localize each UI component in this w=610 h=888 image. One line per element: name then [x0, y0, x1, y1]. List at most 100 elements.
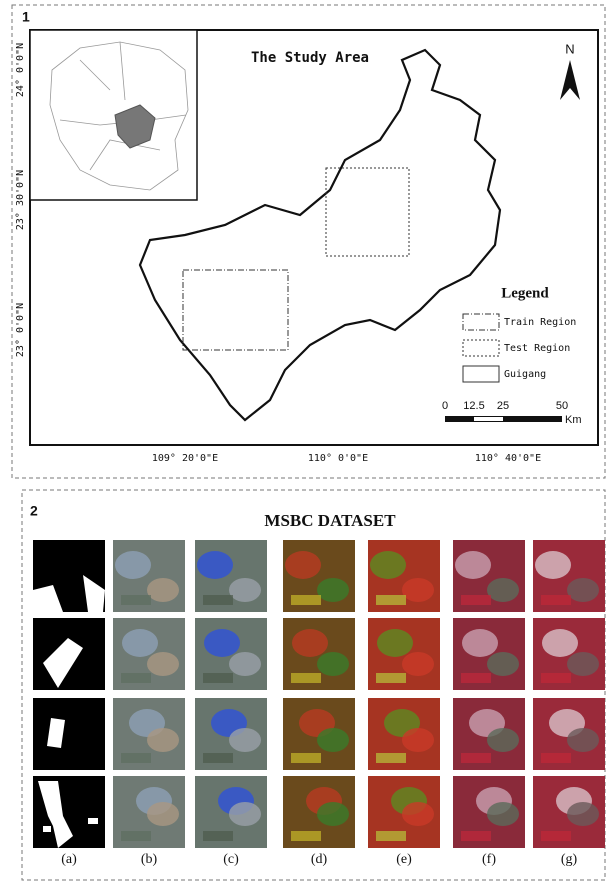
image-texture — [291, 753, 321, 763]
lat-label: 24° 0'0"N — [15, 43, 26, 97]
image-texture — [291, 831, 321, 841]
sample-image — [33, 698, 105, 770]
train-region — [183, 270, 288, 350]
image-texture — [541, 595, 571, 605]
image-texture — [541, 831, 571, 841]
image-texture — [204, 629, 240, 657]
image-texture — [203, 831, 233, 841]
image-texture — [147, 802, 179, 826]
image-texture — [487, 578, 519, 602]
image-texture — [317, 802, 349, 826]
image-texture — [147, 652, 179, 676]
column-caption: (b) — [141, 852, 158, 867]
image-texture — [121, 595, 151, 605]
lat-label: 23° 30'0"N — [15, 170, 26, 230]
image-texture — [317, 728, 349, 752]
figure: 1 The Study Area N 24° 0'0"N 23° 30'0"N 23… — [0, 0, 610, 883]
image-texture — [376, 673, 406, 683]
map-title: The Study Area — [251, 50, 369, 66]
image-texture — [147, 578, 179, 602]
image-grid: (a) (b) (c) (d) (e) (f) (g) — [33, 540, 605, 867]
image-texture — [121, 753, 151, 763]
panel-label: 1 — [22, 9, 30, 25]
image-texture — [461, 673, 491, 683]
image-texture — [292, 629, 328, 657]
image-texture — [122, 629, 158, 657]
image-texture — [197, 551, 233, 579]
legend-swatch — [463, 314, 499, 330]
image-texture — [402, 728, 434, 752]
image-texture — [487, 652, 519, 676]
image-texture — [370, 551, 406, 579]
column-caption: (a) — [61, 852, 77, 867]
legend-title: Legend — [501, 285, 549, 301]
image-texture — [229, 652, 261, 676]
image-texture — [377, 629, 413, 657]
column-caption: (c) — [223, 852, 239, 867]
lon-label: 110° 0'0"E — [308, 453, 368, 464]
image-texture — [115, 551, 151, 579]
north-label: N — [565, 41, 574, 56]
image-texture — [461, 753, 491, 763]
scale-label: 25 — [497, 400, 509, 412]
image-texture — [461, 831, 491, 841]
column-caption: (f) — [482, 852, 496, 867]
scale-bar-body — [445, 416, 562, 422]
image-texture — [567, 578, 599, 602]
image-texture — [317, 652, 349, 676]
column-caption: (d) — [311, 852, 328, 867]
longitude-labels: 109° 20'0"E 110° 0'0"E 110° 40'0"E — [152, 453, 541, 464]
image-texture — [541, 673, 571, 683]
north-arrow — [560, 60, 580, 100]
image-texture — [462, 629, 498, 657]
legend-item: Train Region — [504, 317, 576, 328]
image-texture — [121, 831, 151, 841]
image-texture — [455, 551, 491, 579]
image-texture — [487, 728, 519, 752]
scale-label: 0 — [442, 400, 448, 412]
image-texture — [291, 595, 321, 605]
image-texture — [147, 728, 179, 752]
test-region — [326, 168, 409, 256]
lon-label: 109° 20'0"E — [152, 453, 218, 464]
image-texture — [535, 551, 571, 579]
image-texture — [229, 578, 261, 602]
panel-label: 2 — [30, 503, 38, 519]
dataset-title: MSBC DATASET — [264, 511, 396, 530]
image-texture — [285, 551, 321, 579]
image-texture — [461, 595, 491, 605]
image-texture — [376, 831, 406, 841]
image-texture — [229, 802, 261, 826]
legend-item: Test Region — [504, 343, 570, 354]
image-texture — [567, 802, 599, 826]
image-texture — [402, 652, 434, 676]
image-texture — [317, 578, 349, 602]
column-caption: (e) — [396, 852, 412, 867]
image-texture — [542, 629, 578, 657]
image-texture — [229, 728, 261, 752]
column-caption: (g) — [561, 852, 578, 867]
lon-label: 110° 40'0"E — [475, 453, 541, 464]
legend-swatch — [463, 340, 499, 356]
lat-label: 23° 0'0"N — [15, 303, 26, 357]
image-texture — [291, 673, 321, 683]
image-texture — [376, 595, 406, 605]
image-texture — [203, 673, 233, 683]
legend: Train Region Test Region Guigang — [463, 314, 576, 382]
image-texture — [203, 595, 233, 605]
image-texture — [402, 578, 434, 602]
image-texture — [203, 753, 233, 763]
scale-label: 50 — [556, 400, 568, 412]
scale-bar-segment — [474, 417, 503, 421]
image-texture — [402, 802, 434, 826]
image-texture — [376, 753, 406, 763]
image-texture — [541, 753, 571, 763]
latitude-labels: 24° 0'0"N 23° 30'0"N 23° 0'0"N — [15, 43, 26, 357]
image-texture — [487, 802, 519, 826]
image-texture — [121, 673, 151, 683]
image-texture — [567, 652, 599, 676]
legend-item: Guigang — [504, 369, 546, 380]
legend-swatch — [463, 366, 499, 382]
scale-unit: Km — [565, 414, 582, 426]
